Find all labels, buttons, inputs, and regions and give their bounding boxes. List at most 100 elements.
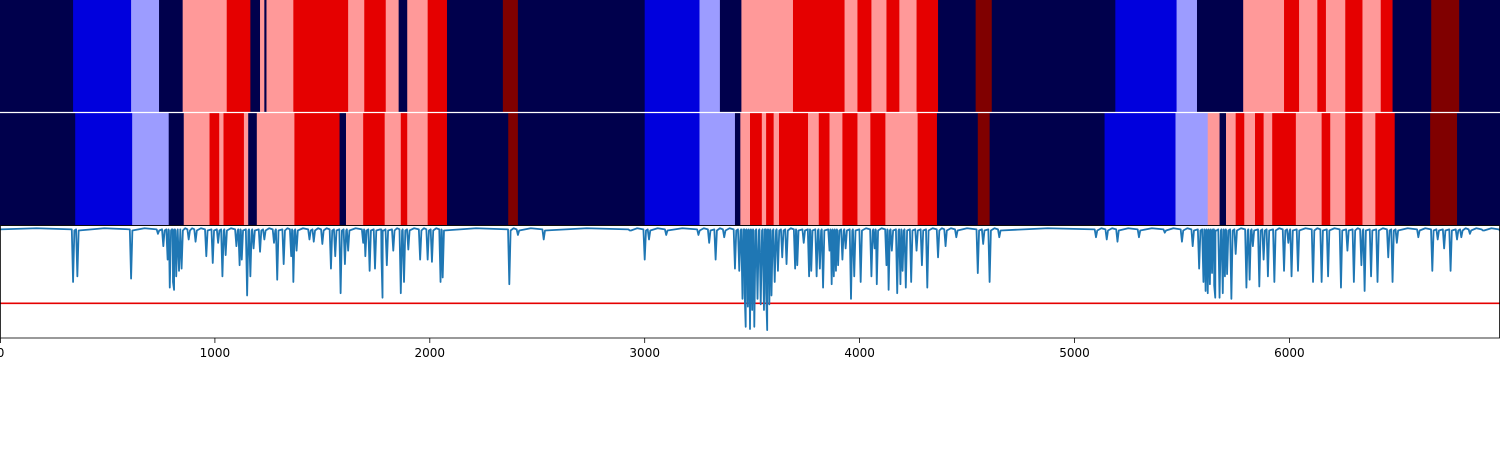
- segment-row1-8: [264, 0, 267, 112]
- segment-row1-11: [348, 0, 365, 112]
- segment-row2-47: [1235, 113, 1245, 225]
- segmentation-row-bottom: [0, 113, 1500, 225]
- segment-row1-9: [266, 0, 294, 112]
- segment-row2-54: [1330, 113, 1346, 225]
- segment-row2-52: [1295, 113, 1323, 225]
- confidence-line-panel: [0, 227, 1500, 332]
- segment-row2-13: [345, 113, 364, 225]
- segment-row2-29: [773, 113, 780, 225]
- segment-row1-6: [250, 0, 261, 112]
- segment-row1-18: [502, 0, 519, 112]
- segment-row2-19: [446, 113, 509, 225]
- segment-row2-20: [508, 113, 519, 225]
- x-tick-label-6000: 6000: [1274, 346, 1305, 360]
- segment-row1-41: [1325, 0, 1346, 112]
- segment-row2-33: [829, 113, 843, 225]
- segment-row2-35: [857, 113, 871, 225]
- segment-row1-40: [1317, 0, 1327, 112]
- segment-row2-17: [407, 113, 429, 225]
- segment-row1-34: [1115, 0, 1177, 112]
- segment-row2-5: [209, 113, 220, 225]
- segment-row2-51: [1272, 113, 1297, 225]
- segment-row1-39: [1299, 0, 1318, 112]
- segment-row2-50: [1263, 113, 1273, 225]
- segment-row1-47: [1459, 0, 1500, 112]
- segment-row1-22: [719, 0, 742, 112]
- segment-row1-21: [699, 0, 721, 112]
- segment-row1-20: [644, 0, 700, 112]
- segment-row2-0: [0, 113, 76, 225]
- segment-row2-7: [223, 113, 245, 225]
- segment-row1-43: [1362, 0, 1382, 112]
- segment-row2-14: [363, 113, 386, 225]
- segment-row2-53: [1321, 113, 1331, 225]
- segment-row1-31: [938, 0, 977, 112]
- segment-row2-18: [427, 113, 448, 225]
- segment-row1-23: [741, 0, 794, 112]
- segment-row2-36: [870, 113, 886, 225]
- segment-row1-32: [975, 0, 993, 112]
- segment-row1-14: [398, 0, 408, 112]
- segment-row2-22: [644, 113, 700, 225]
- segment-row2-43: [1175, 113, 1209, 225]
- segment-row1-7: [260, 0, 265, 112]
- x-tick-label-5000: 5000: [1059, 346, 1090, 360]
- segment-row2-26: [750, 113, 763, 225]
- segment-row2-28: [766, 113, 775, 225]
- segment-row2-59: [1430, 113, 1458, 225]
- segment-row2-34: [842, 113, 858, 225]
- segment-row2-44: [1207, 113, 1220, 225]
- segment-row1-28: [886, 0, 900, 112]
- segment-row2-41: [989, 113, 1105, 225]
- segment-row2-45: [1219, 113, 1227, 225]
- segment-row2-2: [132, 113, 170, 225]
- segment-row2-32: [818, 113, 830, 225]
- segment-row1-24: [792, 0, 845, 112]
- segment-row1-13: [385, 0, 400, 112]
- segment-row2-1: [75, 113, 133, 225]
- segment-row2-37: [885, 113, 919, 225]
- segment-row2-24: [734, 113, 741, 225]
- segment-row2-57: [1375, 113, 1396, 225]
- segment-row1-37: [1243, 0, 1285, 112]
- segment-row2-56: [1362, 113, 1376, 225]
- segment-row1-44: [1380, 0, 1393, 112]
- x-tick-label-1000: 1000: [200, 346, 231, 360]
- segment-row2-39: [936, 113, 979, 225]
- x-tick-label-4000: 4000: [844, 346, 875, 360]
- segment-row2-40: [977, 113, 991, 225]
- segment-row2-8: [243, 113, 249, 225]
- segmentation-row-top: [0, 0, 1500, 112]
- x-tick-label-3000: 3000: [629, 346, 660, 360]
- segment-row1-42: [1345, 0, 1363, 112]
- segment-row2-58: [1394, 113, 1431, 225]
- segment-row2-3: [168, 113, 185, 225]
- segment-row1-2: [131, 0, 160, 112]
- confidence-series-line: [0, 227, 1500, 332]
- x-tick-label-0: 0: [0, 346, 4, 360]
- segment-row1-16: [427, 0, 448, 112]
- segment-row2-16: [400, 113, 408, 225]
- segment-row1-36: [1196, 0, 1244, 112]
- segment-row2-10: [256, 113, 295, 225]
- segment-row2-9: [248, 113, 258, 225]
- segment-row1-5: [226, 0, 251, 112]
- segment-row2-38: [917, 113, 938, 225]
- segment-row1-10: [293, 0, 349, 112]
- segment-row2-21: [517, 113, 646, 225]
- segment-row2-60: [1457, 113, 1500, 225]
- segment-row2-23: [699, 113, 736, 225]
- segment-row1-0: [0, 0, 74, 112]
- segment-row1-1: [73, 0, 132, 112]
- segment-row2-31: [808, 113, 820, 225]
- segment-row1-38: [1284, 0, 1300, 112]
- segment-row2-48: [1244, 113, 1256, 225]
- segment-row1-35: [1176, 0, 1198, 112]
- segment-row1-4: [182, 0, 228, 112]
- segment-row2-42: [1104, 113, 1176, 225]
- segment-row1-45: [1392, 0, 1432, 112]
- segment-row1-26: [857, 0, 872, 112]
- segment-row1-19: [517, 0, 646, 112]
